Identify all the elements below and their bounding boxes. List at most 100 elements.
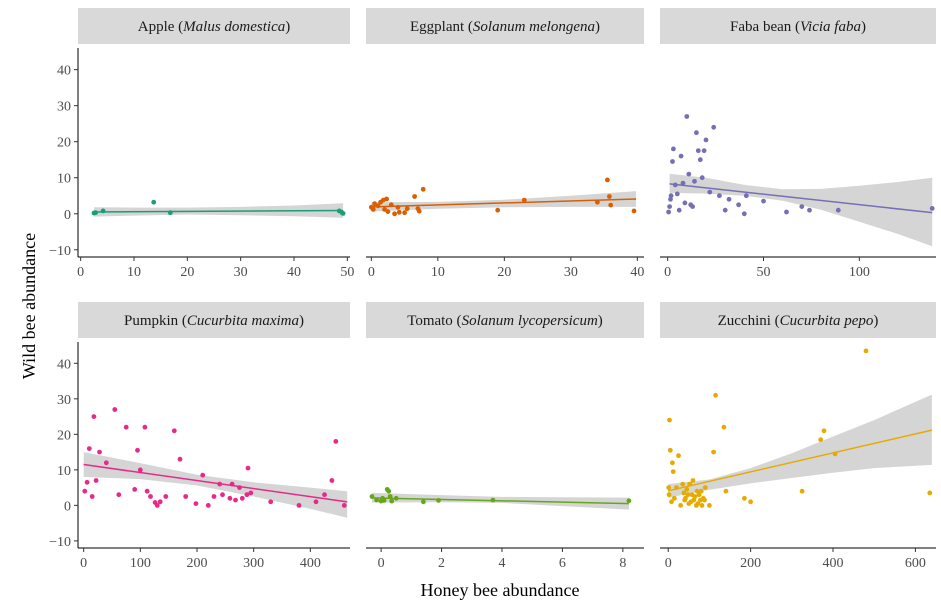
- data-point: [211, 494, 217, 499]
- data-point: [100, 208, 106, 214]
- x-tick-label: 0: [80, 556, 87, 571]
- data-point: [742, 495, 747, 501]
- data-point: [690, 478, 696, 483]
- data-point: [863, 348, 869, 354]
- data-point: [835, 207, 841, 213]
- data-point: [521, 197, 527, 203]
- data-point: [220, 492, 225, 498]
- data-point: [707, 189, 713, 195]
- panel-title: Zucchini (Cucurbita pepo): [718, 313, 879, 329]
- data-point: [631, 208, 637, 214]
- data-point: [722, 207, 728, 213]
- data-point: [103, 460, 109, 466]
- fit-line: [83, 463, 348, 503]
- data-point: [684, 487, 690, 492]
- panel-title: Faba bean (Vicia faba): [730, 19, 866, 35]
- data-point: [396, 209, 402, 215]
- data-point: [163, 494, 169, 499]
- data-point: [748, 499, 753, 505]
- fit-line: [668, 429, 933, 492]
- data-point: [696, 492, 702, 498]
- data-point: [699, 503, 705, 508]
- x-tick-label: 20: [497, 265, 511, 280]
- data-point: [683, 495, 688, 501]
- data-point: [93, 210, 98, 216]
- data-point: [703, 137, 709, 143]
- y-tick-label: 30: [57, 100, 71, 115]
- panel-strip: [366, 8, 644, 44]
- data-point: [670, 159, 675, 164]
- x-tick-label: 0: [77, 265, 84, 280]
- fit-line: [372, 497, 629, 505]
- data-point: [116, 492, 122, 498]
- data-point: [670, 460, 675, 466]
- panel-title: Eggplant (Solanum melongena): [410, 19, 600, 35]
- x-axis-title: Honey bee abundance: [421, 580, 580, 600]
- panel-strip: [660, 302, 936, 338]
- data-point: [340, 211, 346, 216]
- data-point: [171, 428, 177, 434]
- data-point: [818, 437, 824, 443]
- x-tick-label: 10: [127, 265, 141, 280]
- x-tick-label: 400: [300, 556, 321, 571]
- y-tick-label: 0: [64, 208, 71, 223]
- panel-strip: [78, 8, 350, 44]
- panel-eggplant: Eggplant (Solanum melongena) 0 10 20 30 40: [366, 8, 644, 280]
- data-point: [681, 490, 687, 496]
- data-point: [707, 503, 712, 508]
- data-point: [193, 501, 199, 506]
- data-point: [375, 203, 381, 209]
- data-point: [607, 194, 612, 199]
- data-point: [381, 498, 387, 503]
- confidence-band: [668, 394, 932, 498]
- data-point: [82, 488, 88, 494]
- data-point: [702, 497, 707, 503]
- data-point: [667, 204, 672, 210]
- data-point: [217, 481, 223, 487]
- x-tick-label: 0: [664, 265, 671, 280]
- data-point: [137, 467, 143, 473]
- x-tick-label: 40: [630, 265, 644, 280]
- data-point: [200, 472, 206, 478]
- data-point: [91, 414, 97, 419]
- panels-layer: Apple (Malus domestica)0 10 20 30 40 50Eggpla…: [77, 8, 936, 571]
- data-point: [672, 495, 677, 501]
- panel-apple: Apple (Malus domestica) 0 10 20 30 40 50: [77, 8, 354, 280]
- y-tick-label: 40: [57, 64, 71, 79]
- data-point: [784, 209, 789, 215]
- data-point: [412, 194, 417, 199]
- data-point: [144, 488, 150, 494]
- data-point: [676, 453, 681, 459]
- data-point: [132, 487, 138, 492]
- data-point: [389, 498, 395, 504]
- data-point: [605, 177, 610, 183]
- data-point: [927, 490, 933, 496]
- data-point: [670, 469, 676, 474]
- data-point: [402, 210, 407, 216]
- data-point: [832, 451, 838, 457]
- data-point: [694, 488, 700, 494]
- data-point: [678, 153, 684, 159]
- x-tick-label: 30: [234, 265, 248, 280]
- data-point: [89, 494, 95, 499]
- y-axis-title: Wild bee abundance: [19, 233, 39, 379]
- data-point: [669, 499, 674, 505]
- data-point: [388, 202, 394, 208]
- data-point: [239, 495, 245, 501]
- data-point: [723, 488, 729, 494]
- data-point: [93, 478, 99, 483]
- data-point: [313, 499, 319, 505]
- data-point: [686, 171, 692, 177]
- data-point: [112, 407, 118, 412]
- x-tick-label: 2: [438, 556, 445, 571]
- x-tick-label: 40: [287, 265, 301, 280]
- data-point: [713, 392, 718, 398]
- data-point: [227, 495, 233, 501]
- data-point: [666, 485, 672, 490]
- y-tick-label: 0: [64, 499, 71, 514]
- data-point: [702, 485, 708, 490]
- data-point: [392, 211, 397, 217]
- data-point: [436, 498, 441, 503]
- data-point: [692, 494, 698, 499]
